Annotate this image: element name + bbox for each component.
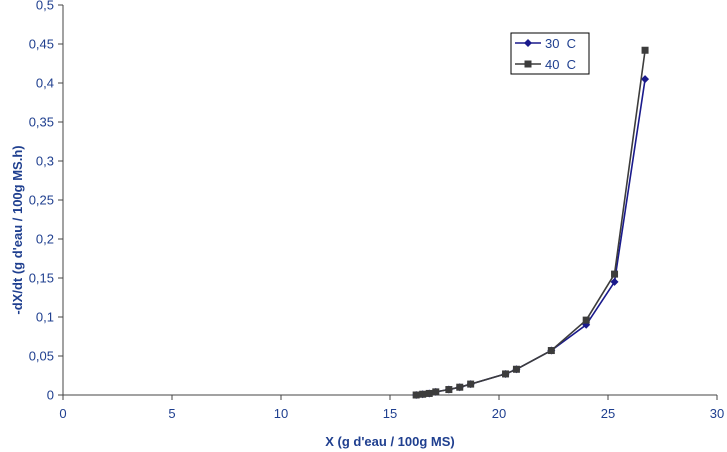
data-point: [641, 75, 650, 84]
y-tick-label: 0,1: [36, 310, 54, 325]
series-line: [416, 50, 646, 396]
y-tick-label: 0,25: [29, 193, 54, 208]
x-tick-label: 30: [710, 406, 724, 421]
y-axis-title: -dX/dt (g d'eau / 100g MS.h): [10, 145, 25, 314]
legend-marker-square: [524, 60, 532, 68]
legend: 30 C 40 C: [510, 32, 590, 75]
y-axis-ticks: 0 0,05 0,1 0,15 0,2 0,25 0,3 0,35 0,4 0,45 0,5: [29, 0, 63, 403]
x-axis-title: X (g d'eau / 100g MS): [325, 434, 455, 449]
y-tick-label: 0,05: [29, 349, 54, 364]
y-tick-label: 0,5: [36, 0, 54, 13]
legend-box: [510, 32, 590, 75]
data-point: [582, 316, 590, 324]
series-1: [412, 75, 650, 399]
legend-label-40: 40 C: [545, 57, 576, 72]
y-tick-label: 0,35: [29, 115, 54, 130]
y-tick-label: 0,2: [36, 232, 54, 247]
data-point: [547, 347, 555, 355]
data-point: [502, 370, 510, 378]
x-tick-label: 25: [601, 406, 615, 421]
legend-label-30: 30 C: [545, 36, 576, 51]
data-point: [467, 380, 475, 388]
series-layer: [412, 46, 650, 399]
series-line: [416, 78, 646, 396]
data-point: [641, 46, 649, 54]
data-point: [412, 391, 420, 399]
data-point: [432, 388, 440, 396]
y-tick-label: 0,4: [36, 76, 54, 91]
x-tick-label: 15: [383, 406, 397, 421]
data-point: [445, 386, 453, 394]
data-point: [610, 277, 619, 286]
data-point: [456, 383, 464, 391]
y-tick-label: 0,15: [29, 271, 54, 286]
x-tick-label: 20: [492, 406, 506, 421]
data-point: [419, 390, 427, 398]
series-2: [412, 46, 649, 399]
data-point: [611, 270, 619, 278]
y-tick-label: 0,3: [36, 154, 54, 169]
y-tick-label: 0,45: [29, 37, 54, 52]
legend-marker-diamond: [524, 39, 532, 47]
data-point: [425, 389, 433, 397]
y-tick-label: 0: [47, 388, 54, 403]
x-tick-label: 10: [274, 406, 288, 421]
x-tick-label: 5: [168, 406, 175, 421]
data-point: [512, 365, 520, 373]
x-tick-label: 0: [59, 406, 66, 421]
x-axis-ticks: 0 5 10 15 20 25 30: [59, 395, 724, 421]
